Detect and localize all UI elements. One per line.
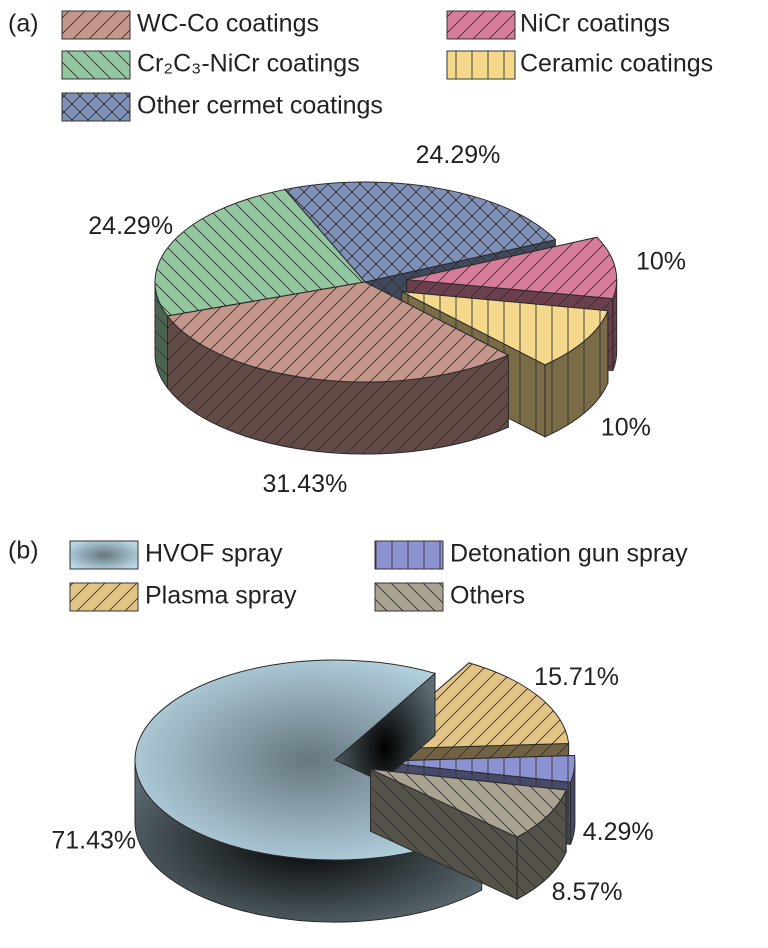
legend-label: Others: [450, 582, 525, 610]
panel-label: (a): [8, 10, 39, 38]
legend-swatch: [446, 10, 516, 40]
slice: [283, 181, 557, 283]
legend-label: HVOF spray: [145, 540, 283, 568]
value-label: 8.57%: [552, 878, 623, 906]
legend-label: WC-Co coatings: [137, 10, 319, 38]
legend-swatch: [61, 92, 131, 122]
legend-swatch: [61, 10, 131, 40]
slice: [154, 189, 366, 317]
slice: [406, 236, 618, 300]
legend-swatch: [69, 540, 139, 570]
value-label: 4.29%: [583, 818, 654, 846]
value-label: 10%: [601, 414, 651, 442]
legend-swatch: [374, 540, 444, 570]
panel-label: (b): [8, 537, 39, 565]
legend-label: NiCr coatings: [520, 10, 670, 38]
slice: [166, 281, 510, 383]
legend-swatch: [61, 50, 131, 80]
legend-swatch: [446, 50, 516, 80]
legend-label: Detonation gun spray: [450, 540, 688, 568]
legend-label: Cr₂C₃-NiCr coatings: [137, 50, 360, 78]
value-label: 71.43%: [51, 827, 136, 855]
legend-label: Other cermet coatings: [137, 92, 383, 120]
slice: [370, 768, 567, 838]
legend-swatch: [374, 582, 444, 612]
legend-label: Plasma spray: [145, 582, 297, 610]
value-label: 15.71%: [534, 663, 619, 691]
value-label: 24.29%: [416, 141, 501, 169]
slice: [374, 754, 576, 783]
value-label: 31.43%: [263, 470, 348, 498]
slice: [401, 291, 609, 366]
legend-swatch: [69, 582, 139, 612]
value-label: 24.29%: [88, 212, 173, 240]
legend-label: Ceramic coatings: [520, 50, 713, 78]
value-label: 10%: [636, 248, 686, 276]
